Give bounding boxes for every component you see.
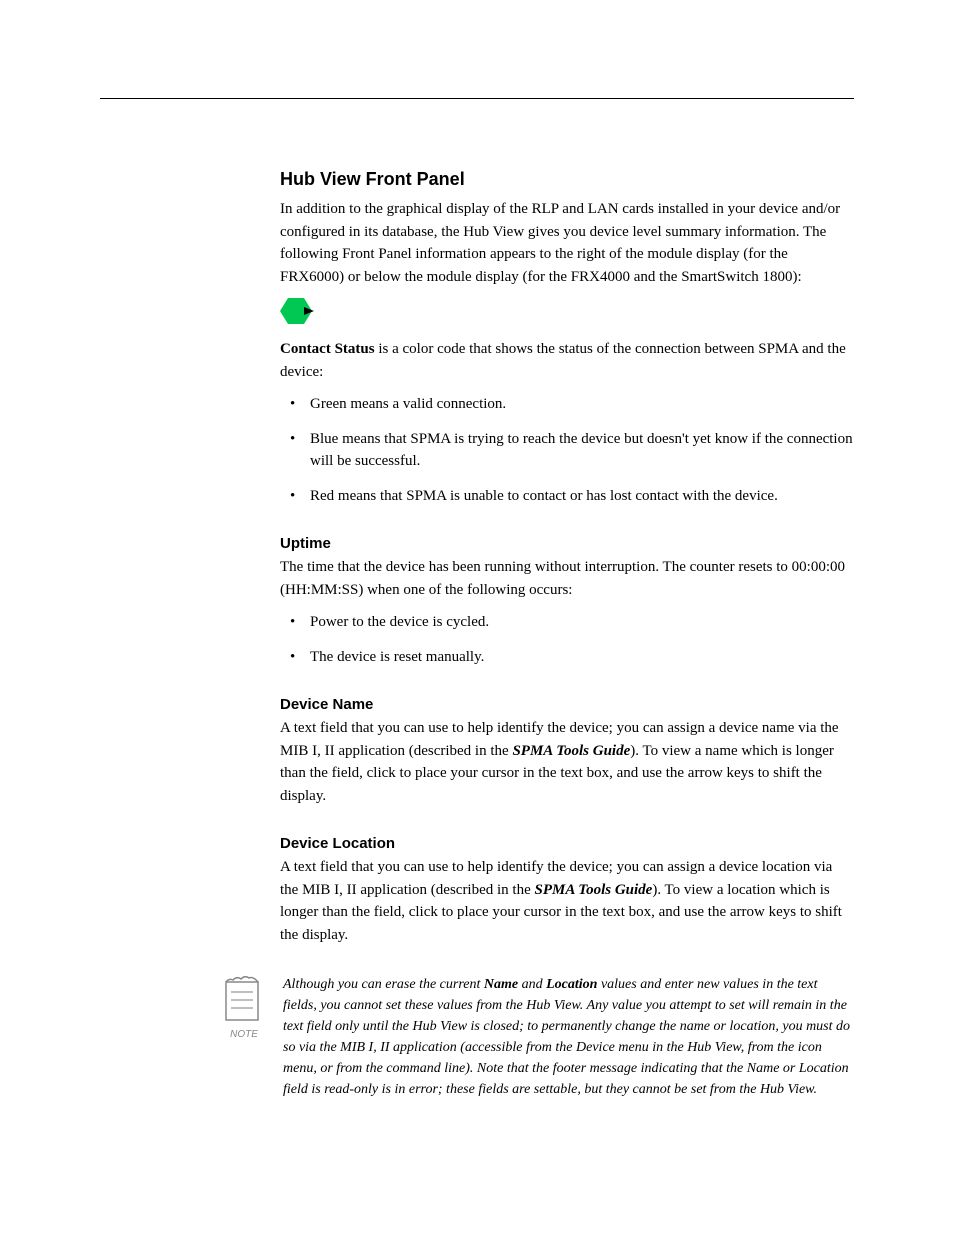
device-location-text: A text field that you can use to help id… <box>280 856 854 946</box>
contact-status-list: Green means a valid connection. Blue mea… <box>280 393 854 507</box>
note-block: NOTE Although you can erase the current … <box>280 974 854 1104</box>
list-item: Red means that SPMA is unable to contact… <box>280 485 854 508</box>
note-label: NOTE <box>225 1029 263 1040</box>
list-item: Power to the device is cycled. <box>280 611 854 634</box>
uptime-text: The time that the device has been runnin… <box>280 556 854 601</box>
hexagon-arrow-icon <box>280 296 316 326</box>
hexagon-icon-container <box>280 296 854 328</box>
uptime-heading: Uptime <box>280 535 854 552</box>
note-name: Name <box>484 977 518 992</box>
uptime-list: Power to the device is cycled. The devic… <box>280 611 854 668</box>
list-item: Blue means that SPMA is trying to reach … <box>280 428 854 473</box>
front-panel-heading: Hub View Front Panel <box>280 169 854 190</box>
list-item: Green means a valid connection. <box>280 393 854 416</box>
note-icon: NOTE <box>225 974 263 1040</box>
header-divider <box>100 98 854 99</box>
guide-ref: SPMA Tools Guide <box>535 882 653 898</box>
guide-ref: SPMA Tools Guide <box>512 743 630 759</box>
device-name-heading: Device Name <box>280 696 854 713</box>
contact-status-text: Contact Status is a color code that show… <box>280 338 854 383</box>
intro-text: In addition to the graphical display of … <box>280 198 854 288</box>
list-item: The device is reset manually. <box>280 646 854 669</box>
device-name-text: A text field that you can use to help id… <box>280 717 854 807</box>
note-location: Location <box>546 977 597 992</box>
device-location-heading: Device Location <box>280 835 854 852</box>
contact-status-label: Contact Status <box>280 341 375 357</box>
note-text: Although you can erase the current Name … <box>283 974 854 1104</box>
